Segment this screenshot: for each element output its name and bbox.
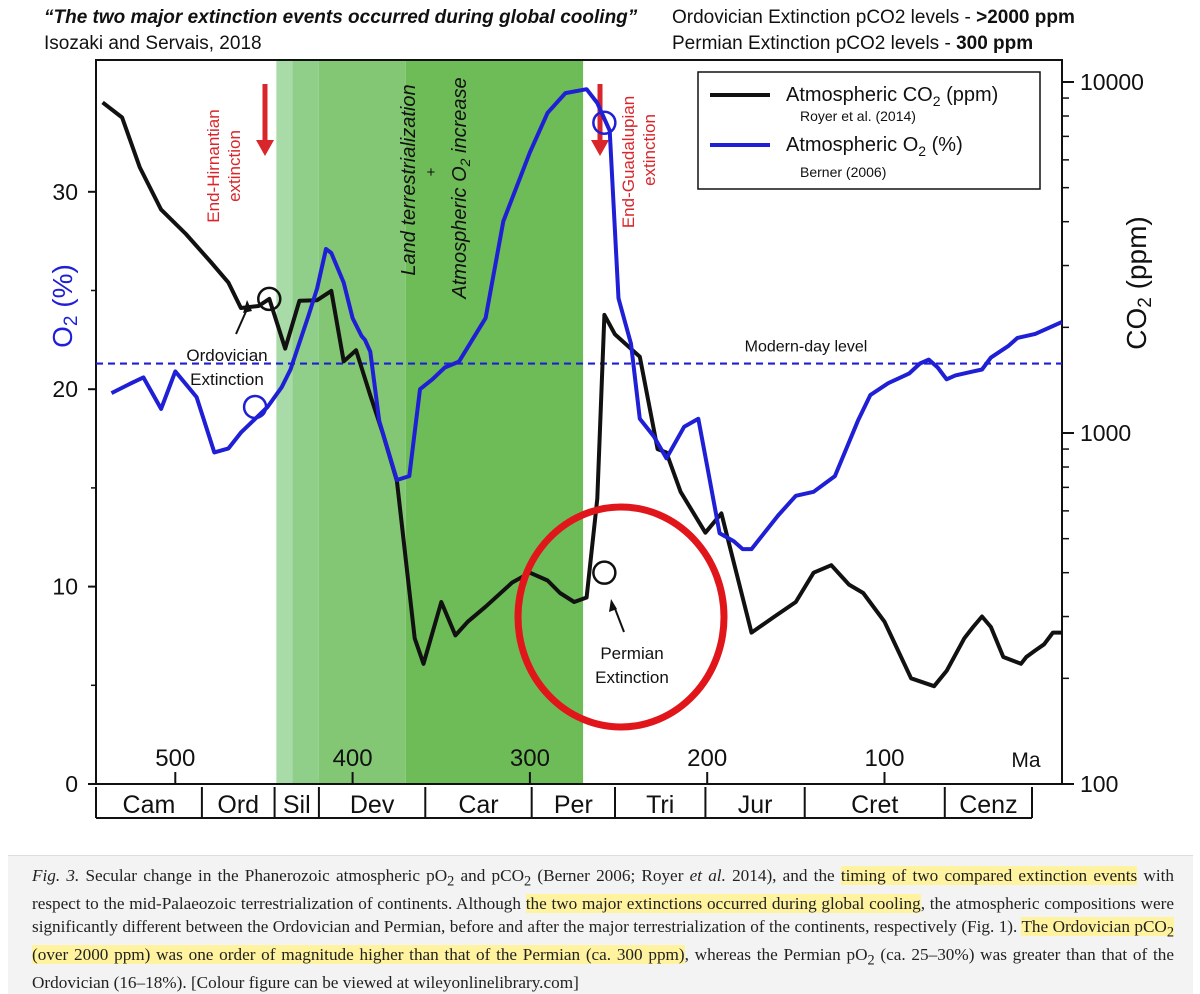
permian-value: 300 ppm bbox=[956, 33, 1034, 54]
caption-highlight: timing of two compared extinction events bbox=[840, 866, 1138, 885]
header-quote: “The two major extinction events occurre… bbox=[44, 7, 638, 28]
end-hirnantian-arrow-head bbox=[256, 140, 274, 156]
caption-text: Fig. 3. Secular change in the Phanerozoi… bbox=[32, 865, 1174, 994]
x-axis-tick-label: 400 bbox=[333, 745, 373, 772]
period-label: Sil bbox=[283, 791, 311, 819]
o2-increase-label: Atmospheric O2 increase bbox=[449, 77, 473, 299]
permian-highlight-ellipse bbox=[514, 503, 728, 731]
end-guadalupian-arrow-head bbox=[591, 140, 609, 156]
caption-part: and pCO bbox=[454, 866, 525, 885]
ordovician-label: Ordovician Extinction pCO2 levels - bbox=[672, 7, 977, 28]
caption-sub: 2 bbox=[867, 952, 875, 969]
caption-italic: et al. bbox=[689, 866, 726, 885]
ordovician-value: >2000 ppm bbox=[976, 7, 1075, 28]
right-axis-tick-label: 100 bbox=[1080, 771, 1118, 797]
caption-part: with respect to the mid-Palaeozoic terre… bbox=[32, 866, 1174, 914]
x-axis-tick-label: 500 bbox=[155, 745, 195, 772]
end-hirnantian-label: End-Hirnantian bbox=[204, 109, 223, 222]
permian-pointer-head bbox=[609, 599, 617, 612]
caption-part: Secular change in the Phanerozoic atmosp… bbox=[79, 866, 448, 885]
ordovician-extinction-label: Extinction bbox=[190, 370, 264, 389]
legend-o2-title: Atmospheric O2 (%) bbox=[786, 134, 963, 159]
end-guadalupian-label: extinction bbox=[640, 114, 659, 186]
plot-frame bbox=[95, 59, 1063, 785]
terrestrialization-band bbox=[318, 60, 406, 784]
ordovician-pointer-head bbox=[243, 300, 252, 313]
extinction-marker-circle bbox=[592, 110, 617, 135]
terrestrialization-band bbox=[276, 60, 293, 784]
caption-part: The Ordovician pCO bbox=[1021, 916, 1167, 936]
terrestrialization-band bbox=[405, 60, 584, 784]
caption-part: , whereas the Permian pO bbox=[684, 944, 868, 964]
left-axis-tick-label: 10 bbox=[52, 574, 78, 600]
caption-sub: 2 bbox=[1166, 924, 1174, 941]
caption-part: 2014), and the bbox=[725, 866, 841, 885]
chart: 0 10 20 30 100 1000 10000 O2 (%) CO2 (ppm) 500 400… bbox=[47, 59, 1156, 819]
caption-sub: 2 bbox=[524, 873, 532, 890]
period-label: Cam bbox=[123, 791, 176, 819]
permian-extinction-label: Extinction bbox=[595, 668, 669, 687]
extinction-marker-circle bbox=[592, 560, 617, 585]
legend-co2-title: Atmospheric CO2 (ppm) bbox=[786, 84, 998, 109]
caption-sub: 2 bbox=[447, 873, 455, 890]
period-label: Ord bbox=[217, 791, 259, 819]
plus-label: + bbox=[423, 167, 440, 176]
header-ordovician-line: Ordovician Extinction pCO2 levels - >200… bbox=[672, 7, 1075, 29]
legend-box bbox=[697, 71, 1041, 190]
period-label: Car bbox=[458, 791, 498, 819]
period-label: Jur bbox=[738, 791, 773, 819]
period-label: Dev bbox=[350, 791, 395, 819]
right-axis-title: CO2 (ppm) bbox=[1121, 216, 1156, 349]
right-axis-tick-label: 1000 bbox=[1080, 420, 1131, 446]
caption-part: (Berner 2006; Royer bbox=[531, 866, 690, 885]
x-axis-tick-label: 200 bbox=[687, 745, 727, 772]
permian-label: Permian Extinction pCO2 levels - bbox=[672, 33, 957, 54]
header-permian-line: Permian Extinction pCO2 levels - 300 ppm bbox=[672, 33, 1033, 55]
right-axis-tick-label: 10000 bbox=[1080, 69, 1144, 95]
ordovician-extinction-label: Ordovician bbox=[186, 346, 267, 365]
legend-o2-source: Berner (2006) bbox=[800, 164, 886, 180]
co2-series-line bbox=[101, 100, 1062, 689]
period-label: Per bbox=[554, 791, 593, 819]
end-guadalupian-label: End-Guadalupian bbox=[619, 96, 638, 228]
left-axis-tick-label: 0 bbox=[65, 771, 78, 797]
header-citation: Isozaki and Servais, 2018 bbox=[44, 33, 262, 54]
permian-extinction-label: Permian bbox=[600, 644, 663, 663]
extinction-marker-circle bbox=[242, 394, 268, 420]
extinction-marker-circle bbox=[257, 286, 282, 312]
caption-part: , the atmospheric compositions were sign… bbox=[32, 894, 1175, 936]
caption-fig-number: Fig. 3. bbox=[32, 866, 80, 885]
permian-pointer bbox=[613, 605, 625, 633]
left-axis-title: O2 (%) bbox=[47, 264, 82, 348]
x-axis-tick-label: 300 bbox=[510, 745, 550, 772]
caption-part: (ca. 25–30%) was greater than that of th… bbox=[32, 944, 1174, 992]
x-axis-tick-label: 100 bbox=[864, 745, 904, 772]
x-axis-unit-label: Ma bbox=[1011, 749, 1040, 772]
legend: Atmospheric CO2 (ppm)Royer et al. (2014)… bbox=[697, 71, 1041, 190]
left-axis-tick-label: 30 bbox=[52, 179, 78, 205]
caption-part: (over 2000 ppm) was one order of magnitu… bbox=[32, 944, 685, 964]
modern-day-level-label: Modern-day level bbox=[745, 339, 868, 356]
period-label: Cenz bbox=[959, 791, 1017, 819]
caption-highlight: the two major extinctions occurred durin… bbox=[525, 894, 921, 914]
left-axis-tick-label: 20 bbox=[52, 376, 78, 402]
end-hirnantian-label: extinction bbox=[225, 130, 244, 202]
period-label: Tri bbox=[646, 791, 674, 819]
o2-series-line bbox=[110, 87, 1063, 552]
land-terrestrialization-label: Land terrestrialization bbox=[398, 84, 420, 275]
figure-caption: Fig. 3. Secular change in the Phanerozoi… bbox=[8, 855, 1193, 994]
period-label: Cret bbox=[851, 791, 898, 819]
legend-co2-source: Royer et al. (2014) bbox=[800, 108, 916, 124]
terrestrialization-band bbox=[292, 60, 319, 784]
